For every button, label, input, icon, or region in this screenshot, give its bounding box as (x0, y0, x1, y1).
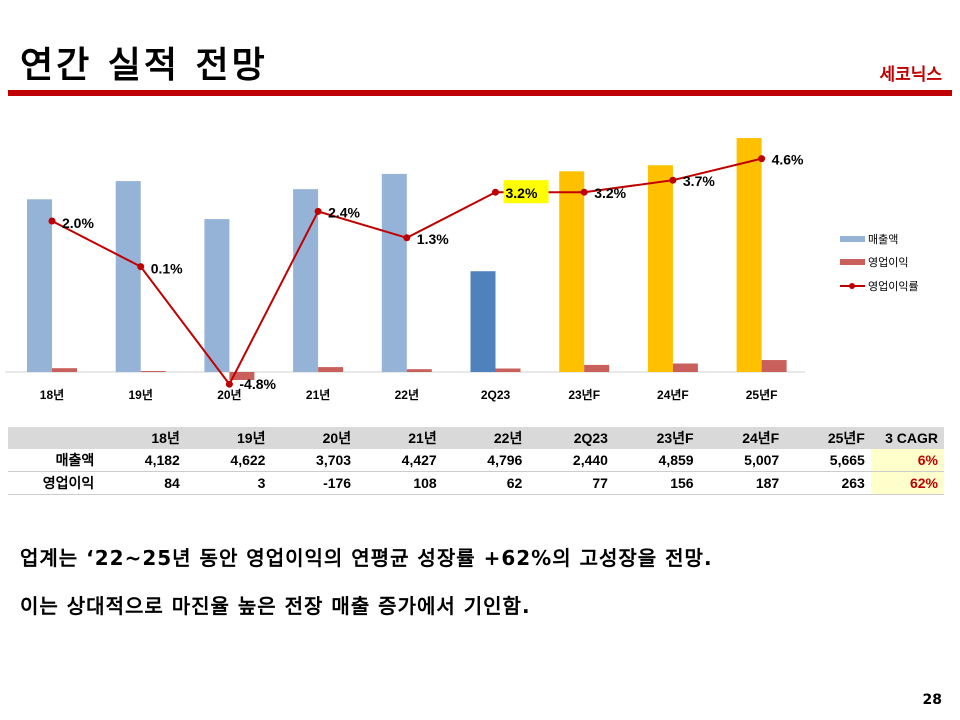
table-cell: 25년F (785, 427, 871, 449)
table-cell: 19년 (185, 427, 272, 449)
margin-point (314, 207, 322, 215)
op-profit-bar (140, 371, 166, 372)
op-profit-bar (495, 368, 521, 372)
x-tick-label: 22년 (395, 388, 419, 402)
x-tick-label: 20년 (217, 388, 241, 402)
x-tick-label: 18년 (40, 388, 64, 402)
revenue-bar (381, 173, 407, 372)
table-cell: 4,182 (100, 449, 186, 472)
revenue-bar (736, 138, 762, 372)
revenue-bar (470, 271, 496, 372)
table-row: 영업이익 84 3 -176 108 62 77 156 187 263 62% (8, 471, 944, 495)
data-label: 2.4% (328, 204, 360, 220)
table-cell: 22년 (442, 427, 529, 449)
op-profit-bar (229, 372, 255, 380)
op-profit-bar (406, 369, 432, 372)
data-label: 0.1% (151, 261, 183, 277)
x-tick-label: 21년 (306, 388, 330, 402)
margin-point (403, 234, 411, 242)
chart: 18년 19년 20년 21년 22년 2Q23 23년F 24년F 25년F 2.0% 0.1% -… (5, 138, 919, 402)
data-label: 3.2% (506, 185, 538, 201)
table-cell: 3,703 (271, 449, 358, 472)
company-name: 세코닉스 (879, 65, 942, 85)
table-cell: 4,427 (357, 449, 443, 472)
table-cell: 5,007 (699, 449, 786, 472)
data-label: -4.8% (239, 376, 276, 392)
table-cell: -176 (271, 471, 358, 495)
page-title: 연간 실적 전망 (20, 45, 268, 86)
margin-point (137, 263, 145, 271)
x-tick-label: 19년 (129, 388, 153, 402)
data-label: 3.7% (683, 173, 715, 189)
table-cell: 21년 (357, 427, 443, 449)
x-tick-label: 2Q23 (481, 388, 511, 402)
title-divider (8, 90, 952, 96)
op-profit-bar (318, 367, 344, 372)
margin-point (758, 155, 766, 163)
legend-marker (849, 283, 855, 289)
table-cell: 2,440 (528, 449, 614, 472)
row-label (8, 427, 101, 449)
x-tick-label: 25년F (746, 388, 778, 402)
data-label: 2.0% (62, 215, 94, 231)
row-label: 영업이익 (8, 471, 101, 495)
margin-point (492, 188, 499, 196)
table-cell: 77 (528, 471, 614, 495)
table-cell: 4,859 (613, 449, 700, 472)
table-cell: 24년F (699, 427, 786, 449)
revenue-bar (647, 165, 673, 372)
table-cell: 18년 (100, 427, 186, 449)
table-cell: 156 (613, 471, 700, 495)
legend-label: 영업이익률 (868, 280, 919, 293)
margin-point (580, 188, 588, 196)
legend-swatch-revenue (840, 236, 865, 242)
table-cell: 23년F (613, 427, 700, 449)
legend-swatch-op-profit (840, 259, 865, 265)
data-label: 1.3% (417, 231, 449, 247)
table-cell: 62% (870, 471, 944, 495)
x-tick-label: 24년F (657, 388, 689, 402)
table-cell: 5,665 (785, 449, 871, 472)
legend-label: 영업이익 (868, 256, 908, 269)
table-cell: 3 (185, 471, 272, 495)
highlight-box (503, 180, 549, 204)
op-profit-bar (672, 363, 698, 372)
row-label: 매출액 (8, 449, 101, 472)
note-line: 이는 상대적으로 마진율 높은 전장 매출 증가에서 기인함. (20, 594, 531, 618)
data-label: 3.2% (594, 185, 626, 201)
table-cell: 3 CAGR (870, 427, 944, 449)
note-line: 업계는 ‘22~25년 동안 영업이익의 연평균 성장률 +62%의 고성장을 … (20, 546, 713, 570)
op-profit-bar (761, 360, 787, 372)
margin-point (225, 380, 233, 388)
table-cell: 263 (785, 471, 871, 495)
data-table: 18년 19년 20년 21년 22년 2Q23 23년F 24년F 25년F 3 CAGR 매출… (8, 427, 944, 495)
margin-point (48, 217, 56, 225)
data-label: 4.6% (772, 152, 804, 168)
table-cell: 187 (699, 471, 786, 495)
table-cell: 6% (870, 449, 944, 472)
revenue-bar (559, 171, 585, 372)
legend-label: 매출액 (868, 233, 898, 246)
revenue-bar (115, 181, 141, 372)
table-cell: 84 (100, 471, 186, 495)
x-tick-label: 23년F (568, 388, 600, 402)
revenue-bar (204, 219, 230, 372)
table-cell: 2Q23 (528, 427, 614, 449)
op-profit-bar (584, 364, 610, 372)
table-cell: 108 (357, 471, 443, 495)
table-header-row: 18년 19년 20년 21년 22년 2Q23 23년F 24년F 25년F 3 CAGR (8, 427, 944, 449)
table-cell: 4,622 (185, 449, 272, 472)
op-profit-bar (52, 368, 77, 372)
page-number: 28 (922, 692, 942, 708)
revenue-bar (27, 199, 52, 372)
table-cell: 4,796 (442, 449, 529, 472)
table-row: 매출액 4,182 4,622 3,703 4,427 4,796 2,440 4,859 5,… (8, 449, 944, 472)
table-cell: 20년 (271, 427, 358, 449)
margin-point (669, 176, 677, 184)
table-cell: 62 (442, 471, 529, 495)
